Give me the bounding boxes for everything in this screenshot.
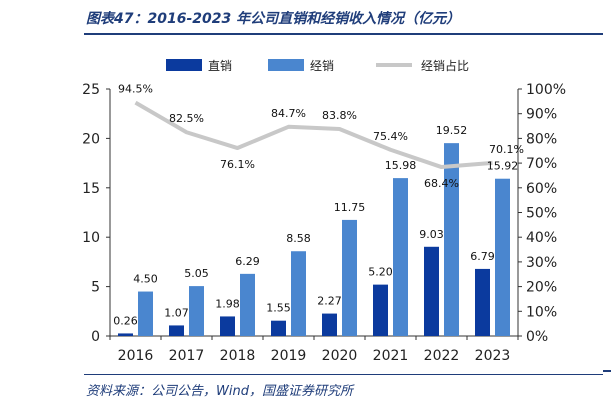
label-distributor: 4.50 <box>133 273 158 286</box>
bar-direct <box>169 325 184 336</box>
x-tick-label: 2023 <box>475 348 511 364</box>
share-line <box>134 100 493 170</box>
bar-direct <box>475 268 490 336</box>
x-tick-label: 2020 <box>322 348 358 364</box>
left-tick-label: 15 <box>82 181 100 197</box>
label-share: 82.5% <box>169 112 204 125</box>
left-tick-label: 10 <box>82 230 100 246</box>
right-tick-label: 70% <box>526 156 557 172</box>
label-direct: 0.26 <box>113 314 138 327</box>
bar-distributor <box>240 273 255 336</box>
x-tick-label: 2022 <box>424 348 460 364</box>
left-tick-label: 25 <box>82 82 100 98</box>
data-labels: 0.26 4.50 1.07 5.05 1.98 6.29 1.55 8.58 2.27 11.7… <box>113 83 524 328</box>
bars <box>118 143 510 336</box>
right-tick-label: 30% <box>526 255 557 271</box>
label-direct: 6.79 <box>470 250 495 263</box>
bar-distributor <box>393 178 408 336</box>
legend: 直销 经销 经销占比 <box>166 58 469 73</box>
right-tick-label: 100% <box>526 82 566 98</box>
label-distributor: 15.98 <box>385 159 417 172</box>
label-direct: 1.55 <box>266 302 291 315</box>
source-note: 资料来源：公司公告，Wind，国盛证券研究所 <box>86 384 353 399</box>
x-tick-label: 2019 <box>271 348 307 364</box>
bar-distributor <box>444 143 459 336</box>
source-rule <box>84 374 603 375</box>
label-share: 75.4% <box>373 130 408 143</box>
legend-label-distributor: 经销 <box>310 59 334 73</box>
bar-direct <box>271 320 286 336</box>
right-tick-label: 80% <box>526 131 557 147</box>
label-distributor: 15.92 <box>487 160 519 173</box>
label-share: 70.1% <box>489 143 524 156</box>
bar-distributor <box>495 178 510 336</box>
left-tick-label: 0 <box>91 329 100 345</box>
label-distributor: 19.52 <box>436 124 468 137</box>
label-share: 83.8% <box>322 109 357 122</box>
right-tick-label: 20% <box>526 280 557 296</box>
x-tick-label: 2018 <box>220 348 256 364</box>
chart-title: 图表47：2016-2023 年公司直销和经销收入情况（亿元） <box>86 11 461 27</box>
label-direct: 1.98 <box>215 297 240 310</box>
bar-direct <box>424 246 439 336</box>
legend-swatch-direct <box>166 59 202 71</box>
label-direct: 2.27 <box>317 295 342 308</box>
right-tick-label: 60% <box>526 181 557 197</box>
bar-direct <box>118 333 133 336</box>
left-tick-label: 5 <box>91 280 100 296</box>
left-tick-label: 20 <box>82 131 100 147</box>
label-distributor: 6.29 <box>235 255 260 268</box>
label-direct: 5.20 <box>368 266 393 279</box>
label-distributor: 8.58 <box>286 232 311 245</box>
bar-distributor <box>342 219 357 336</box>
label-distributor: 5.05 <box>184 267 209 280</box>
bar-direct <box>322 313 337 336</box>
right-tick-label: 0% <box>526 329 548 345</box>
right-tick-label: 40% <box>526 230 557 246</box>
label-direct: 1.07 <box>164 306 189 319</box>
share-polyline <box>134 100 493 170</box>
right-tick-label: 90% <box>526 107 557 123</box>
bar-distributor <box>189 286 204 336</box>
edge-mark <box>603 370 611 372</box>
bar-direct <box>373 284 388 336</box>
label-share: 76.1% <box>220 158 255 171</box>
label-share: 84.7% <box>271 107 306 120</box>
right-tick-label: 10% <box>526 304 557 320</box>
bar-distributor <box>138 291 153 336</box>
legend-label-direct: 直销 <box>208 59 232 73</box>
label-direct: 9.03 <box>419 228 444 241</box>
title-rule <box>84 33 603 35</box>
x-tick-label: 2021 <box>373 348 409 364</box>
right-tick-label: 50% <box>526 206 557 222</box>
x-tick-label: 2016 <box>118 348 154 364</box>
legend-swatch-distributor <box>268 59 304 71</box>
bar-direct <box>220 316 235 336</box>
label-share: 68.4% <box>424 177 459 190</box>
label-distributor: 11.75 <box>334 201 366 214</box>
label-share: 94.5% <box>118 83 153 96</box>
legend-label-share: 经销占比 <box>421 58 469 73</box>
x-tick-label: 2017 <box>169 348 205 364</box>
bar-distributor <box>291 251 306 336</box>
